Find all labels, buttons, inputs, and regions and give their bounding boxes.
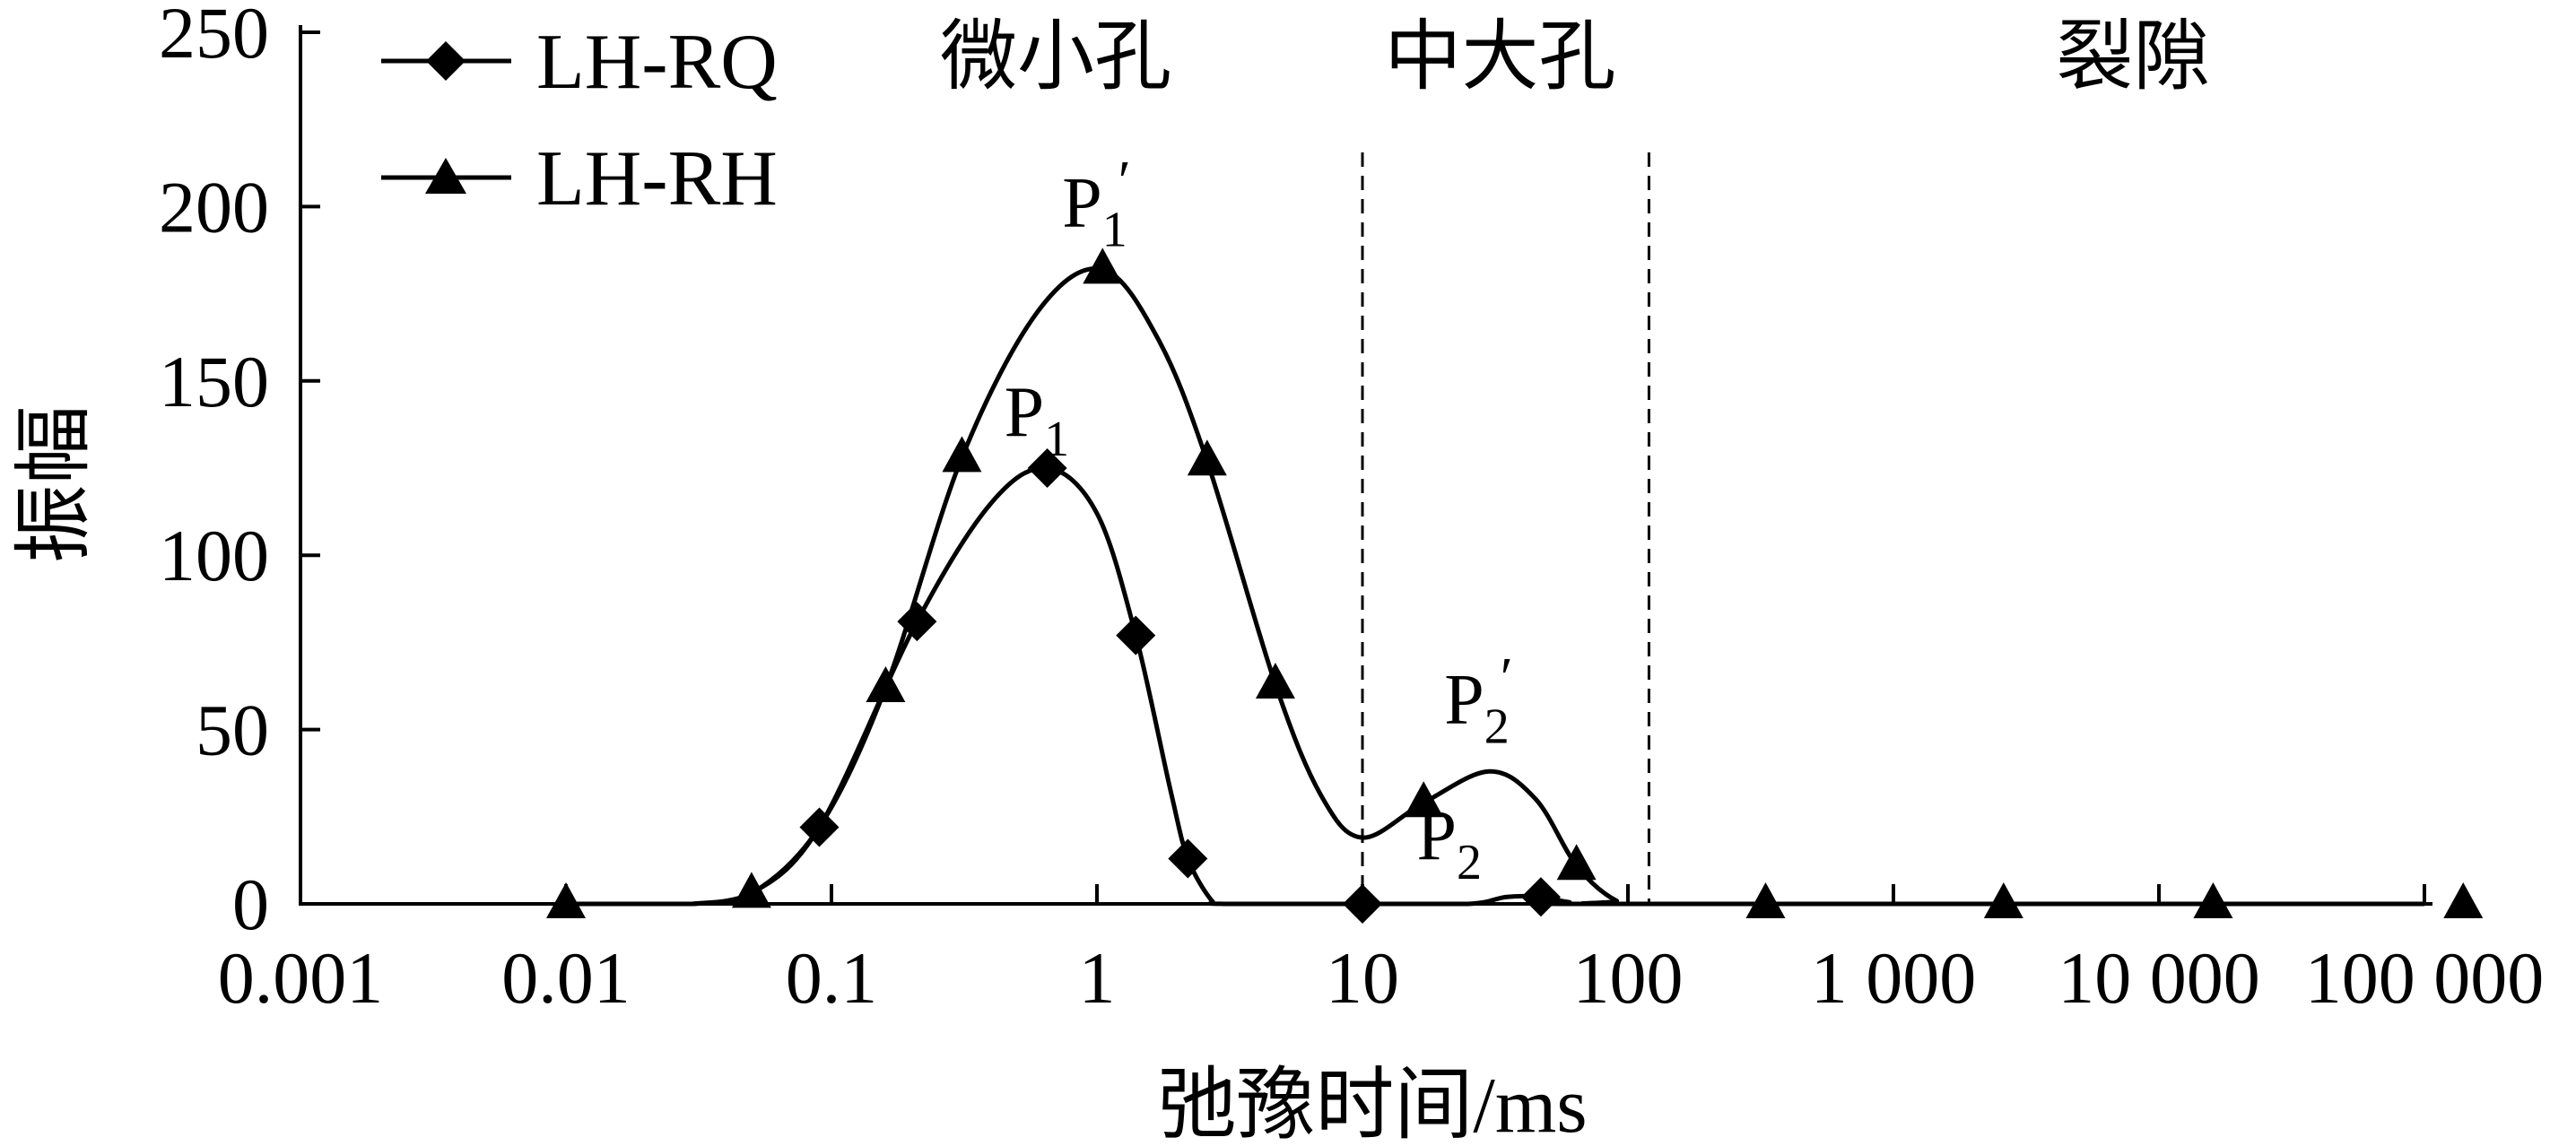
- peak-subscript: 1: [1044, 412, 1069, 467]
- y-tick-label: 50: [196, 690, 269, 771]
- peak-label: P2: [1417, 796, 1483, 890]
- data-point-triangle: [1255, 663, 1295, 699]
- data-point-triangle: [1083, 247, 1123, 284]
- data-point-diamond: [1116, 615, 1156, 655]
- data-point-triangle: [1404, 781, 1444, 818]
- peak-label: P1′: [1062, 148, 1131, 257]
- x-tick-label: 10: [1326, 937, 1399, 1019]
- legend-triangle-icon: [425, 158, 466, 194]
- data-point-triangle: [546, 882, 586, 918]
- data-point-diamond: [799, 807, 840, 847]
- peak-annotations: P1′ P1 P2′ P2: [1005, 148, 1513, 890]
- legend: LH-RQ LH-RH: [381, 19, 778, 222]
- data-point-triangle: [1556, 844, 1597, 881]
- data-point-triangle: [2443, 882, 2484, 918]
- x-axis-title: 弛豫时间/ms: [1157, 1063, 1587, 1146]
- x-ticks: 0.001 0.01 0.1 1 10 100 1 000 10 000 100 000: [218, 884, 2545, 1019]
- data-point-diamond: [1168, 838, 1208, 879]
- y-ticks: 0 50 100 150 200 250: [159, 0, 320, 945]
- y-tick-label: 150: [159, 341, 269, 422]
- series-markers: [546, 247, 2484, 924]
- peak-subscript: 2: [1484, 699, 1510, 754]
- peak-label: P1: [1005, 373, 1070, 467]
- region-boundaries: [1361, 152, 1650, 904]
- x-tick-label: 10 000: [2058, 937, 2260, 1019]
- legend-entry-lh-rq: LH-RQ: [381, 19, 778, 106]
- legend-label-lh-rh: LH-RH: [536, 135, 778, 222]
- peak-label: P2′: [1444, 645, 1513, 754]
- data-point-triangle: [1983, 882, 2023, 918]
- data-point-diamond: [1520, 877, 1561, 917]
- peak-subscript: 2: [1457, 835, 1482, 890]
- data-point-triangle: [1745, 882, 1786, 918]
- y-tick-label: 250: [159, 0, 269, 74]
- peak-prime: ′: [1118, 148, 1131, 212]
- data-point-triangle: [2193, 882, 2233, 918]
- region-label: 微小孔: [940, 13, 1171, 100]
- data-point-triangle: [1187, 439, 1227, 476]
- region-label: 中大孔: [1384, 13, 1615, 100]
- y-tick-label: 100: [159, 515, 269, 596]
- region-labels: 微小孔 中大孔 裂隙: [940, 13, 2210, 100]
- legend-entry-lh-rh: LH-RH: [381, 135, 778, 222]
- data-point-triangle: [942, 436, 982, 473]
- data-point-triangle: [731, 872, 771, 908]
- data-point-diamond: [897, 602, 937, 642]
- series-curves: [566, 266, 2424, 907]
- legend-diamond-icon: [426, 41, 466, 81]
- series-line-lh-rh: [566, 266, 2424, 907]
- legend-label-lh-rq: LH-RQ: [536, 19, 778, 106]
- x-tick-label: 0.001: [218, 937, 384, 1019]
- y-tick-label: 0: [232, 864, 269, 945]
- x-tick-label: 1 000: [1811, 937, 1977, 1019]
- x-tick-label: 100: [1573, 937, 1684, 1019]
- x-tick-label: 100 000: [2305, 937, 2545, 1019]
- y-axis-title: 振幅: [12, 405, 99, 563]
- data-point-diamond: [1027, 448, 1067, 488]
- data-point-diamond: [1343, 884, 1382, 924]
- peak-subscript: 1: [1102, 202, 1127, 257]
- data-point-triangle: [866, 665, 906, 702]
- y-tick-label: 200: [159, 166, 269, 247]
- peak-prime: ′: [1501, 645, 1513, 708]
- x-tick-label: 1: [1079, 937, 1116, 1019]
- x-tick-label: 0.1: [786, 937, 878, 1019]
- x-tick-label: 0.01: [501, 937, 631, 1019]
- region-label: 裂隙: [2056, 13, 2210, 100]
